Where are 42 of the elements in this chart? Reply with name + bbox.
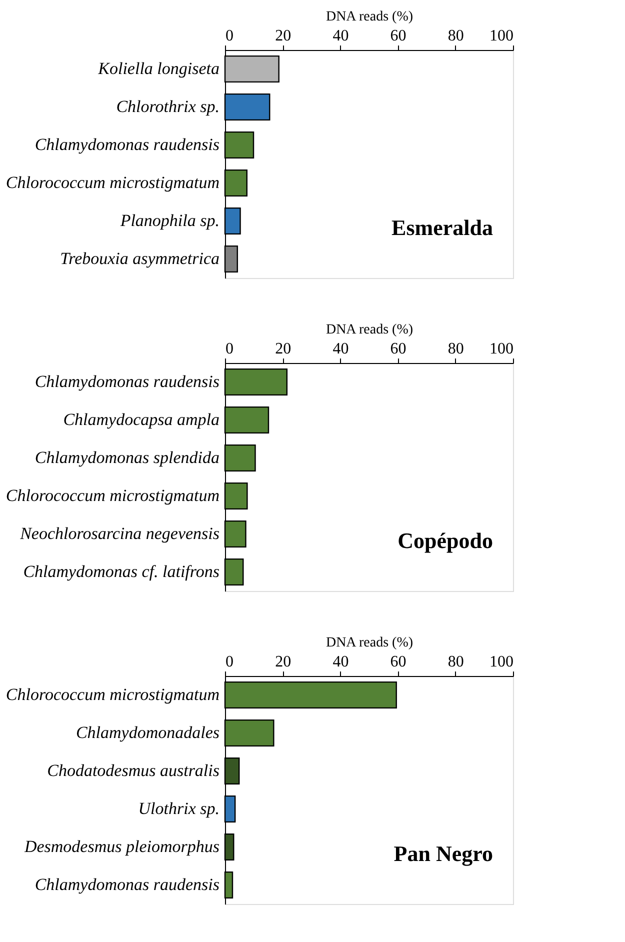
x-tick-label: 100 [490, 28, 514, 44]
y-tick-label: Planophila sp. [119, 211, 220, 230]
x-tick-label: 40 [332, 654, 349, 670]
x-axis-title: DNA reads (%) [326, 10, 414, 24]
x-tick-label: 20 [275, 654, 292, 670]
y-tick-label: Chlorococcum microstigmatum [6, 685, 220, 704]
x-tick-label: 60 [390, 340, 406, 358]
y-tick-label: Chlorococcum microstigmatum [6, 173, 220, 192]
y-tick-label: Chlamydocapsa ampla [63, 410, 220, 429]
text: Pan Negro [394, 841, 493, 866]
text: Esmeralda [392, 215, 493, 240]
y-tick-label: Chlorothrix sp. [116, 97, 220, 116]
y-tick-label: Chodatodesmus australis [47, 761, 220, 780]
y-tick-label: Chlamydomonas raudensis [34, 372, 220, 391]
x-tick-label: 80 [448, 28, 464, 44]
x-tick-label: 40 [332, 28, 349, 44]
x-tick-label: 20 [275, 340, 292, 358]
y-tick-label: Neochlorosarcina negevensis [19, 524, 220, 543]
y-tick-label: Chlamydomonas splendida [34, 448, 220, 467]
x-tick-label: 0 [226, 340, 234, 358]
x-tick-label: 40 [332, 340, 349, 358]
y-tick-label: Trebouxia asymmetrica [60, 249, 220, 268]
y-tick-label: Chlorococcum microstigmatum [6, 486, 220, 505]
y-tick-label: Chlamydomonas raudensis [34, 875, 220, 894]
y-tick-label: Chlamydomonadales [76, 723, 220, 742]
x-tick-label: 60 [390, 654, 406, 670]
x-tick-label: 0 [226, 28, 234, 44]
y-tick-label: Chlamydomonas cf. latifrons [23, 562, 220, 581]
x-tick-label: 20 [275, 28, 292, 44]
x-axis-title: DNA reads (%) [326, 636, 414, 650]
x-tick-label: 100 [490, 654, 514, 670]
y-tick-label: Koliella longiseta [97, 59, 220, 78]
x-tick-label: 60 [390, 28, 406, 44]
x-tick-label: 100 [490, 340, 514, 358]
text: Copépodo [398, 528, 493, 553]
y-tick-label: Desmodesmus pleiomorphus [23, 837, 220, 856]
y-tick-label: Chlamydomonas raudensis [34, 135, 220, 154]
x-tick-label: 0 [226, 654, 234, 670]
x-tick-label: 80 [448, 340, 464, 358]
x-tick-label: 80 [448, 654, 464, 670]
y-tick-label: Ulothrix sp. [138, 799, 220, 818]
x-axis-title: DNA reads (%) [326, 322, 414, 338]
